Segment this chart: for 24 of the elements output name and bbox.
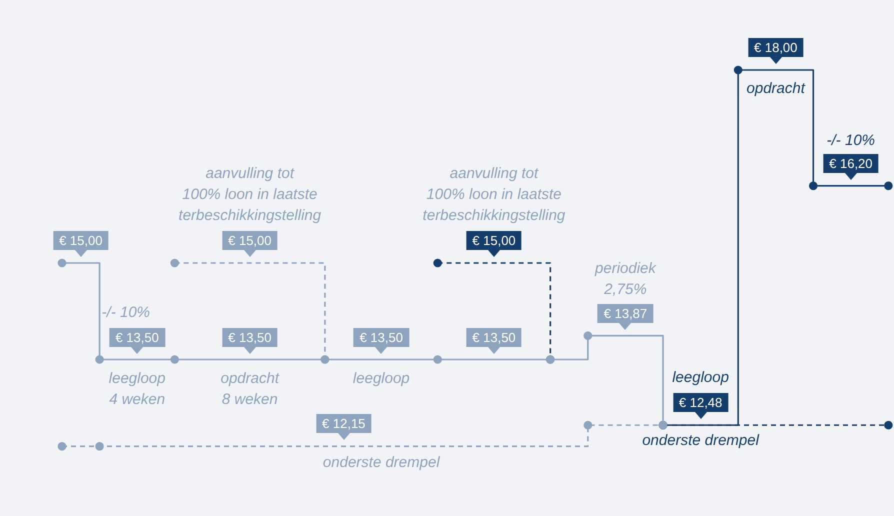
annotation: leegloop	[352, 368, 410, 388]
annotation: -/- 10%	[102, 302, 150, 322]
annotation: aanvulling tot 100% loon in laatste terbeschikkingstelling	[422, 164, 566, 226]
data-label: € 13,50	[354, 328, 409, 346]
data-label: € 15,00	[222, 231, 278, 250]
data-label: € 13,87	[598, 304, 654, 323]
data-label: € 13,50	[109, 328, 165, 346]
data-label: € 15,00	[53, 231, 108, 250]
annotation: opdracht	[746, 79, 805, 99]
annotation: onderste drempel	[642, 431, 759, 452]
annotation: aanvulling tot 100% loon in laatste terbeschikkingstelling	[178, 164, 322, 226]
data-label: € 16,20	[823, 154, 879, 173]
data-label: € 13,50	[466, 328, 522, 346]
annotation: -/- 10%	[826, 130, 876, 151]
data-label: € 18,00	[748, 38, 804, 57]
annotation: opdracht 8 weken	[220, 368, 279, 410]
text: onderste drempel	[322, 453, 440, 474]
annotation: leegloop 4 weken	[108, 368, 166, 410]
data-label: € 13,50	[222, 328, 278, 346]
data-label: € 12,48	[672, 393, 728, 412]
annotation: leegloop	[672, 368, 729, 388]
data-label: € 12,15	[316, 414, 372, 434]
data-label: € 15,00	[466, 231, 522, 250]
annotation: periodiek 2,75%	[595, 258, 656, 300]
